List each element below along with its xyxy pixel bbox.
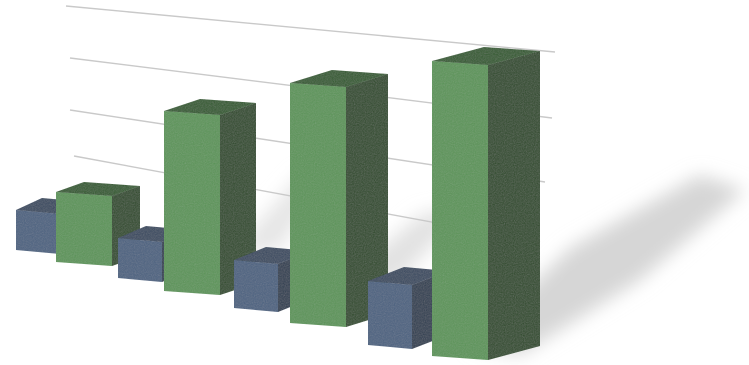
bar-series-1 xyxy=(368,267,448,349)
bar-series-2-side xyxy=(346,74,388,327)
bar-series-2-top xyxy=(56,182,140,196)
bars xyxy=(16,47,540,360)
bar-series-2-front xyxy=(290,83,346,327)
bar-series-2 xyxy=(290,70,388,327)
bar-series-1-front xyxy=(234,260,278,312)
bar-series-1-front xyxy=(118,238,162,282)
bar-series-1-front xyxy=(368,281,412,349)
bar-series-2-side xyxy=(220,103,256,295)
bar-series-2 xyxy=(432,47,540,360)
bar-series-2-front xyxy=(56,192,112,266)
bar-series-1-top xyxy=(368,267,448,285)
bar-series-2-side xyxy=(488,51,540,360)
bar-series-2-top xyxy=(290,70,388,87)
bar-series-2 xyxy=(164,99,256,295)
bar-series-1-front xyxy=(16,210,60,254)
bar-series-2-front xyxy=(164,111,220,295)
bar-series-2-top xyxy=(432,47,540,65)
bar-series-2-top xyxy=(164,99,256,115)
bar-series-2-front xyxy=(432,61,488,360)
gridline xyxy=(65,5,556,53)
